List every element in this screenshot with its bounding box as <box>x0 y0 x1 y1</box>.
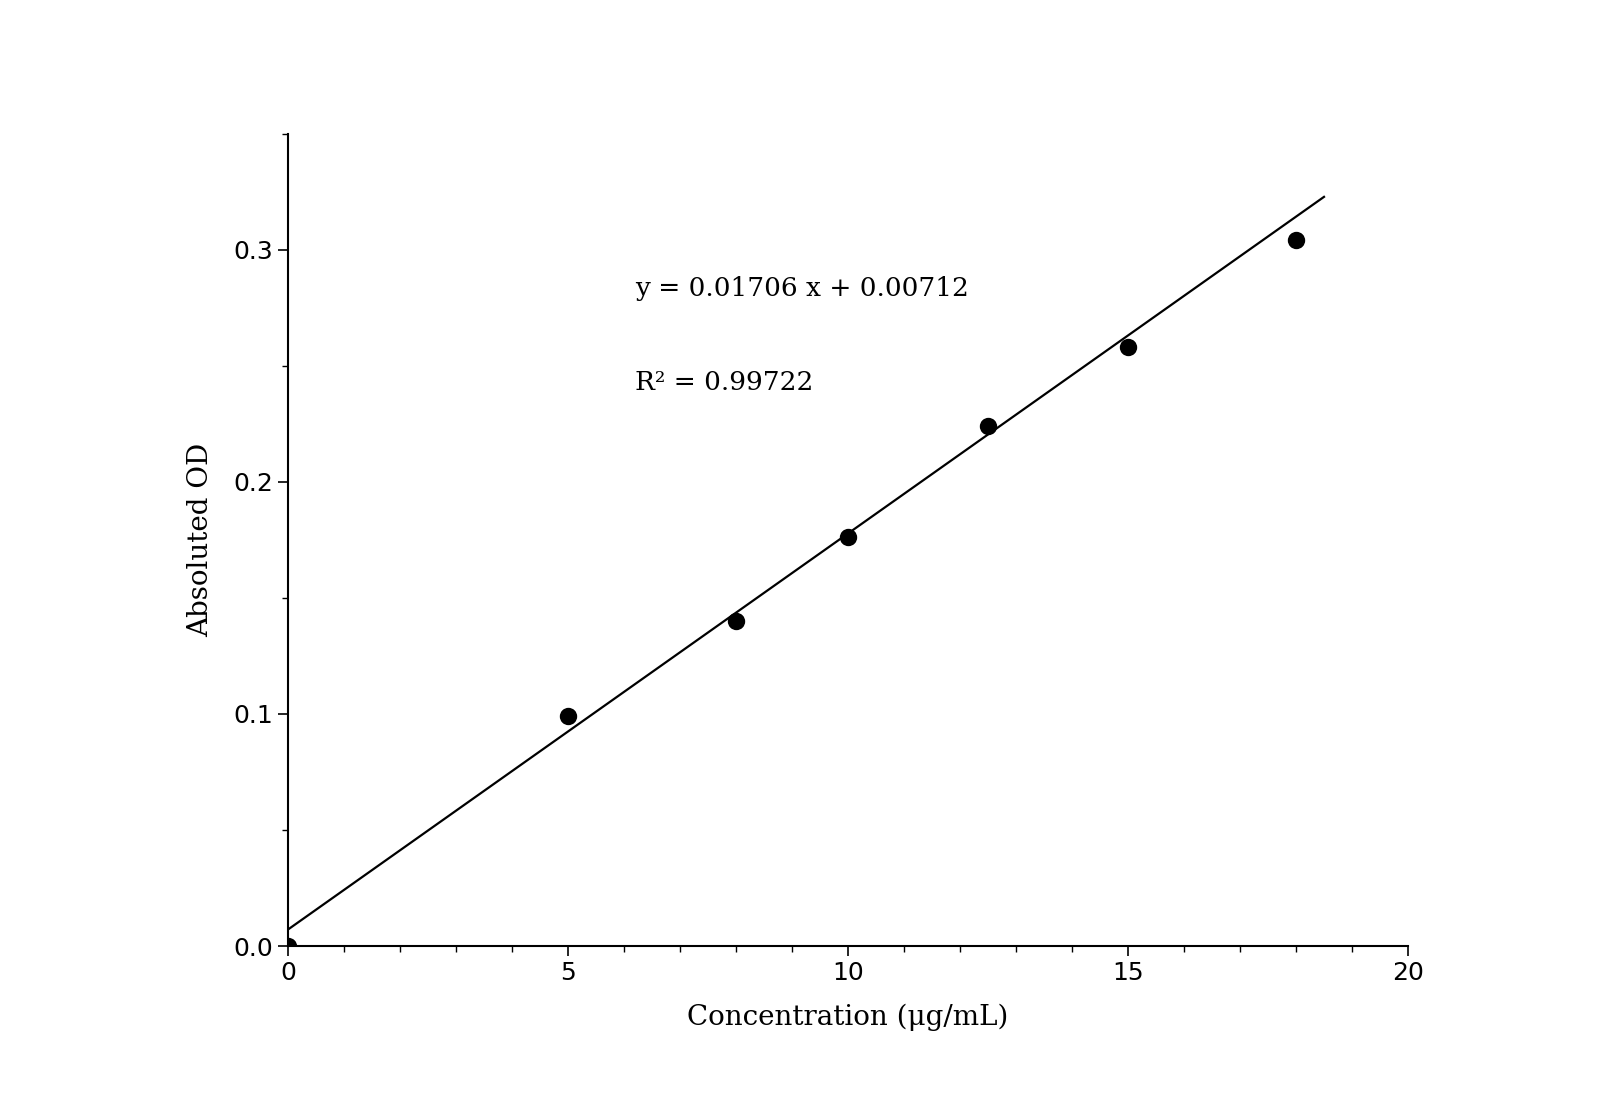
Point <box>275 937 301 955</box>
X-axis label: Concentration (μg/mL): Concentration (μg/mL) <box>688 1004 1008 1032</box>
Point <box>723 612 749 630</box>
Point <box>555 708 581 726</box>
Point <box>1115 338 1141 356</box>
Point <box>1283 232 1309 249</box>
Text: y = 0.01706 x + 0.00712: y = 0.01706 x + 0.00712 <box>635 276 970 301</box>
Point <box>974 417 1002 435</box>
Point <box>835 529 861 546</box>
Text: R² = 0.99722: R² = 0.99722 <box>635 371 813 395</box>
Y-axis label: Absoluted OD: Absoluted OD <box>187 443 214 637</box>
